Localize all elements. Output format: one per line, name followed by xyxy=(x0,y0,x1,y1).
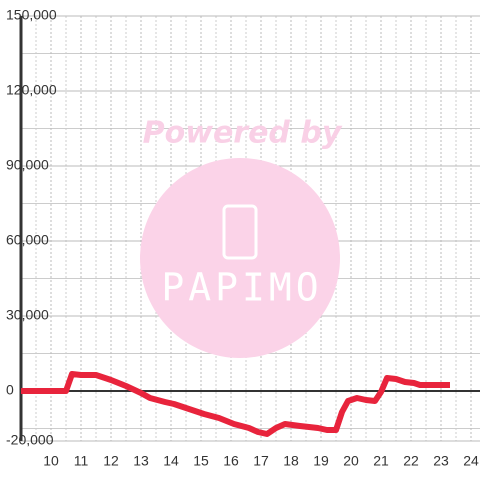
x-tick-label: 19 xyxy=(313,453,329,469)
watermark-phone xyxy=(222,204,258,260)
watermark-text: Powered by xyxy=(143,116,343,151)
x-tick-label: 15 xyxy=(193,453,209,469)
y-tick-label: 30,000 xyxy=(6,307,49,323)
y-tick-label: 120,000 xyxy=(6,82,57,98)
y-tick-label: 90,000 xyxy=(6,157,49,173)
y-tick-label: 0 xyxy=(6,382,14,398)
x-tick-label: 12 xyxy=(103,453,119,469)
x-tick-label: 14 xyxy=(163,453,179,469)
y-tick-label: -20,000 xyxy=(6,432,54,448)
x-tick-label: 23 xyxy=(433,453,449,469)
x-tick-label: 24 xyxy=(463,453,479,469)
y-tick-label: 60,000 xyxy=(6,232,49,248)
x-tick-label: 16 xyxy=(223,453,239,469)
x-tick-label: 20 xyxy=(343,453,359,469)
x-tick-label: 13 xyxy=(133,453,149,469)
y-tick-label: 150,000 xyxy=(6,7,57,23)
x-tick-label: 10 xyxy=(43,453,59,469)
x-tick-label: 21 xyxy=(373,453,389,469)
x-tick-label: 18 xyxy=(283,453,299,469)
x-tick-label: 22 xyxy=(403,453,419,469)
watermark-logo: PAPIMO xyxy=(161,266,322,310)
line xyxy=(21,371,450,437)
watermark: Powered by PAPIMO xyxy=(140,116,343,358)
x-tick-label: 17 xyxy=(253,453,269,469)
x-tick-label: 11 xyxy=(74,453,89,469)
plot: 150,000 120,000 90,000 60,000 30,000 0 -20,000… xyxy=(6,7,479,469)
